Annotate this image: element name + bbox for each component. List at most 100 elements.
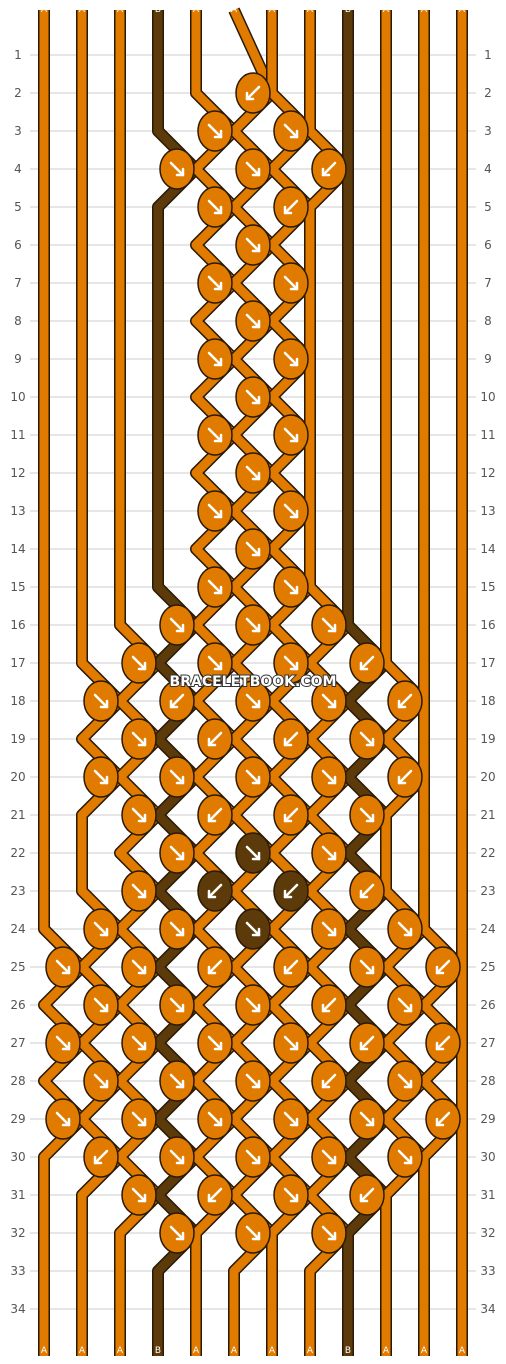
knot-arrowhead — [213, 281, 223, 291]
row-label-left: 29 — [10, 1112, 25, 1126]
knot-arrow-se — [245, 1225, 261, 1241]
knot — [197, 718, 233, 760]
knot — [387, 984, 423, 1026]
knot — [273, 262, 309, 304]
knot-arrow-sw — [283, 199, 299, 215]
knot — [425, 1098, 461, 1140]
knot-arrow-se — [283, 351, 299, 367]
row-label-right: 1 — [484, 48, 492, 62]
knot-arrow-sw — [207, 883, 223, 899]
knot — [159, 1060, 195, 1102]
knot-arrowhead — [289, 433, 299, 443]
string-label-bottom: A — [269, 1346, 276, 1356]
knot — [273, 566, 309, 608]
knot-arrow-se — [169, 845, 185, 861]
string-label-bottom: A — [307, 1346, 314, 1356]
knot-arrowhead — [251, 1231, 261, 1241]
row-label-left: 8 — [14, 314, 22, 328]
string-label-top: A — [79, 5, 86, 15]
knot-arrow-se — [207, 655, 223, 671]
knot-arrowhead — [251, 167, 261, 177]
row-label-right: 25 — [480, 960, 495, 974]
knot-arrowhead — [251, 775, 261, 785]
knot — [83, 1136, 119, 1178]
knot-arrow-sw — [169, 693, 185, 709]
knot-arrow-se — [245, 465, 261, 481]
knot-arrowhead — [403, 1003, 413, 1013]
knot-arrowhead — [327, 851, 337, 861]
knot-arrow-sw — [435, 1035, 451, 1051]
knot — [425, 1022, 461, 1064]
knot-arrow-se — [207, 427, 223, 443]
row-label-left: 16 — [10, 618, 25, 632]
knot — [83, 756, 119, 798]
row-label-left: 7 — [14, 276, 22, 290]
knot-arrowhead — [137, 889, 147, 899]
row-label-right: 18 — [480, 694, 495, 708]
knot-arrowhead — [169, 699, 179, 709]
knot-arrow-se — [245, 389, 261, 405]
knot-arrow-sw — [359, 1035, 375, 1051]
knot — [235, 604, 271, 646]
knot — [159, 680, 195, 722]
knot — [159, 756, 195, 798]
knot — [197, 262, 233, 304]
knot-arrow-se — [283, 1111, 299, 1127]
knot-arrowhead — [365, 1117, 375, 1127]
knot — [273, 870, 309, 912]
knot — [235, 1060, 271, 1102]
knot — [235, 72, 271, 114]
knot-arrowhead — [93, 1155, 103, 1165]
knot-arrow-se — [131, 1111, 147, 1127]
knot-arrowhead — [327, 775, 337, 785]
knot-arrow-se — [245, 1073, 261, 1089]
knot-arrow-se — [207, 199, 223, 215]
row-label-right: 2 — [484, 86, 492, 100]
knot-arrowhead — [137, 813, 147, 823]
knot — [273, 1098, 309, 1140]
string-label-bottom: A — [79, 1346, 86, 1356]
knot-arrow-se — [131, 655, 147, 671]
knot-arrowhead — [403, 927, 413, 937]
knot-arrow-se — [283, 579, 299, 595]
string-label-top: A — [383, 5, 390, 15]
knot — [159, 1136, 195, 1178]
knot-arrowhead — [365, 813, 375, 823]
knot — [159, 984, 195, 1026]
knot-arrowhead — [251, 623, 261, 633]
knot-arrow-se — [245, 693, 261, 709]
knot-arrowhead — [175, 927, 185, 937]
knot — [197, 338, 233, 380]
row-label-right: 12 — [480, 466, 495, 480]
knot-arrowhead — [327, 1155, 337, 1165]
knot-arrow-se — [131, 731, 147, 747]
row-label-right: 21 — [480, 808, 495, 822]
knot — [349, 1174, 385, 1216]
knot-arrow-se — [169, 1225, 185, 1241]
knot-arrow-sw — [283, 731, 299, 747]
string-label-bottom: B — [155, 1346, 161, 1356]
knot — [273, 794, 309, 836]
row-label-left: 23 — [10, 884, 25, 898]
knot-arrow-se — [131, 807, 147, 823]
knot-arrowhead — [289, 661, 299, 671]
string-label-top: A — [269, 5, 276, 15]
knot-arrow-se — [131, 1035, 147, 1051]
knot — [311, 148, 347, 190]
knot-arrowhead — [435, 1117, 445, 1127]
row-label-left: 26 — [10, 998, 25, 1012]
row-label-right: 10 — [480, 390, 495, 404]
knot — [83, 984, 119, 1026]
knot — [273, 718, 309, 760]
row-label-right: 26 — [480, 998, 495, 1012]
row-label-left: 27 — [10, 1036, 25, 1050]
string-label-top: A — [41, 5, 48, 15]
knot — [235, 148, 271, 190]
row-label-left: 10 — [10, 390, 25, 404]
row-label-right: 23 — [480, 884, 495, 898]
row-label-right: 16 — [480, 618, 495, 632]
knot-arrow-se — [245, 997, 261, 1013]
knot-arrowhead — [213, 585, 223, 595]
knot-arrow-se — [169, 921, 185, 937]
knot-arrowhead — [327, 1231, 337, 1241]
